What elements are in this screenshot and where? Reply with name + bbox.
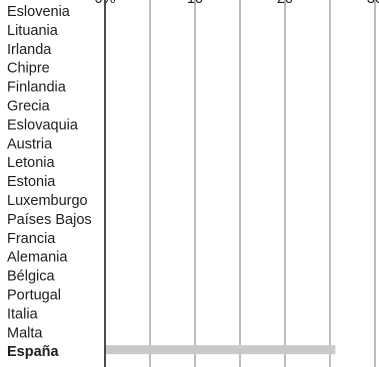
category-label: Italia xyxy=(7,306,39,322)
category-label: Austria xyxy=(7,136,53,152)
x-axis-ticks: 0%102030 xyxy=(95,0,379,7)
x-tick-label: 20 xyxy=(277,0,293,7)
x-tick-label: 30 xyxy=(367,0,379,7)
category-label: Bélgica xyxy=(7,269,55,285)
category-labels: Eslovenia Lituania Irlanda Chipre Finlandia G… xyxy=(7,4,92,360)
category-label: Letonia xyxy=(7,155,56,171)
category-label: Francia xyxy=(7,231,56,247)
category-label: Estonia xyxy=(7,174,56,190)
category-label: Lituania xyxy=(7,23,59,39)
category-label: Alemania xyxy=(7,250,68,266)
bar-España xyxy=(106,345,336,355)
bars xyxy=(106,345,336,355)
category-label: Chipre xyxy=(7,61,50,77)
category-label: Malta xyxy=(7,325,43,341)
category-label: Países Bajos xyxy=(7,212,92,228)
category-label: Eslovenia xyxy=(7,4,71,20)
gridlines xyxy=(149,0,376,367)
category-label: España xyxy=(7,344,60,360)
category-label: Eslovaquia xyxy=(7,117,79,133)
x-tick-label: 10 xyxy=(187,0,203,7)
category-label: Finlandia xyxy=(7,80,67,96)
category-label: Portugal xyxy=(7,288,61,304)
category-label: Luxemburgo xyxy=(7,193,88,209)
category-label: Irlanda xyxy=(7,42,52,58)
category-label: Grecia xyxy=(7,99,51,115)
